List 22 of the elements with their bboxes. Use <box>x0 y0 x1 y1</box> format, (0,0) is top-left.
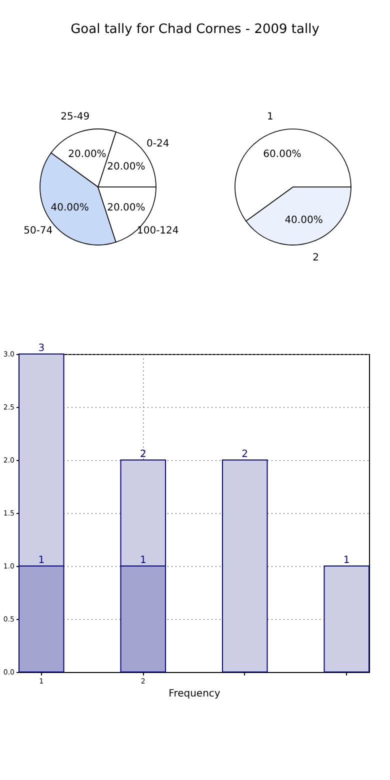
data-label: 20.00% <box>106 162 145 173</box>
data-label: 20.00% <box>106 202 145 214</box>
slice-label: 1 <box>266 112 273 123</box>
total-label: 3 <box>38 343 45 354</box>
chart-title: Goal tally for Chad Cornes - 2009 tally <box>70 21 320 39</box>
slice-label: 0-24 <box>146 138 169 150</box>
data-label: 60.00% <box>262 148 301 160</box>
x-axis-title: Frequency <box>168 688 220 700</box>
bar <box>222 460 268 672</box>
data-label: 20.00% <box>68 148 106 160</box>
data-label: 40.00% <box>284 215 322 226</box>
total-label: 2 <box>242 449 248 460</box>
slice-label: 25-49 <box>60 112 90 123</box>
data-label: 1 <box>140 555 146 566</box>
total-label: 1 <box>343 555 350 566</box>
data-label: 1 <box>38 555 45 566</box>
bar <box>324 566 370 672</box>
total-label: 2 <box>140 449 146 460</box>
data-label: 40.00% <box>50 202 88 214</box>
slice-label: 2 <box>312 252 319 264</box>
slice-label: 100-124 <box>136 225 178 236</box>
slice-label: 50-74 <box>23 225 52 236</box>
